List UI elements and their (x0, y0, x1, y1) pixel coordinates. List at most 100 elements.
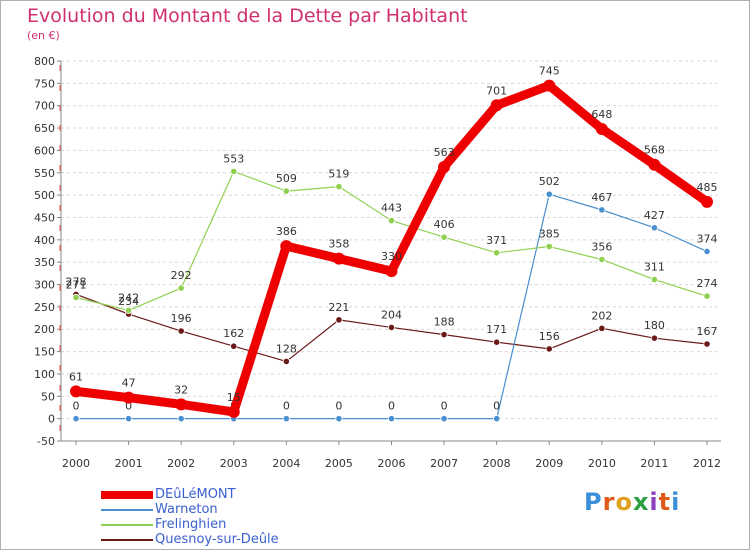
data-label-quesnoy-sur-de-le: 221 (328, 301, 349, 314)
x-tick-label: 2003 (220, 457, 248, 470)
legend-item-warneton: Warneton (101, 501, 279, 517)
data-label-frelinghien: 385 (539, 228, 560, 241)
data-point-de-l-mont (648, 158, 661, 171)
data-label-warneton: 0 (73, 400, 80, 413)
data-label-de-l-mont: 61 (69, 370, 83, 383)
data-point-de-l-mont (122, 391, 135, 404)
y-tick-label: 200 (34, 323, 55, 336)
x-tick-label: 2007 (430, 457, 458, 470)
legend-label: Warneton (155, 502, 218, 517)
y-tick-label: 450 (34, 211, 55, 224)
data-label-de-l-mont: 745 (539, 65, 560, 78)
data-point-quesnoy-sur-de-le (703, 340, 711, 348)
data-label-de-l-mont: 563 (434, 146, 455, 159)
y-tick-label: 700 (34, 100, 55, 113)
data-label-warneton: 0 (335, 400, 342, 413)
y-tick-label: 650 (34, 122, 55, 135)
data-label-de-l-mont: 15 (227, 391, 241, 404)
series-line-frelinghien (75, 170, 708, 312)
data-label-frelinghien: 274 (697, 277, 718, 290)
data-label-quesnoy-sur-de-le: 167 (697, 325, 718, 338)
y-tick-label: 550 (34, 167, 55, 180)
data-point-quesnoy-sur-de-le (335, 316, 343, 324)
legend-label: DEûLéMONT (155, 487, 236, 502)
y-tick-label: -50 (37, 435, 55, 448)
data-point-warneton (282, 415, 290, 423)
data-label-frelinghien: 356 (591, 240, 612, 253)
data-point-quesnoy-sur-de-le (493, 338, 501, 346)
data-point-warneton (72, 415, 80, 423)
data-label-de-l-mont: 32 (174, 383, 188, 396)
y-tick-label: 300 (34, 279, 55, 292)
data-point-de-l-mont (227, 405, 240, 418)
data-label-frelinghien: 443 (381, 202, 402, 215)
x-tick-label: 2005 (325, 457, 353, 470)
data-label-quesnoy-sur-de-le: 234 (118, 295, 139, 308)
data-point-frelinghien (282, 187, 290, 195)
data-label-de-l-mont: 648 (591, 108, 612, 121)
data-label-frelinghien: 406 (434, 218, 455, 231)
data-point-quesnoy-sur-de-le (598, 324, 606, 332)
data-point-de-l-mont (701, 195, 713, 208)
y-tick-label: 100 (34, 368, 55, 381)
data-point-de-l-mont (543, 79, 556, 92)
logo-letter: r (602, 488, 616, 516)
data-label-frelinghien: 271 (66, 278, 87, 291)
data-point-frelinghien (72, 293, 80, 302)
y-tick-label: 250 (34, 301, 55, 314)
data-point-quesnoy-sur-de-le (282, 357, 290, 366)
x-tick-label: 2012 (693, 457, 721, 470)
x-tick-label: 2002 (167, 457, 195, 470)
data-label-de-l-mont: 701 (486, 84, 507, 97)
data-point-warneton (177, 415, 185, 423)
data-label-frelinghien: 292 (171, 269, 192, 282)
x-tick-label: 2001 (115, 457, 143, 470)
data-label-quesnoy-sur-de-le: 171 (486, 323, 507, 336)
data-point-de-l-mont (332, 252, 345, 265)
data-label-warneton: 467 (591, 191, 612, 204)
data-point-warneton (124, 415, 133, 423)
legend-item-de-l-mont: DEûLéMONT (101, 486, 279, 502)
data-label-warneton: 0 (493, 400, 500, 413)
data-label-quesnoy-sur-de-le: 204 (381, 308, 402, 321)
y-tick-label: 400 (34, 234, 55, 247)
y-tick-label: 150 (34, 346, 55, 359)
legend-label: Quesnoy-sur-Deûle (155, 532, 279, 547)
data-point-quesnoy-sur-de-le (230, 342, 238, 350)
legend: DEûLéMONT Warneton Frelinghien Quesnoy-sur-… (101, 486, 279, 547)
data-label-frelinghien: 519 (328, 168, 349, 181)
data-label-de-l-mont: 47 (122, 377, 136, 390)
data-point-warneton (703, 247, 711, 256)
data-point-de-l-mont (280, 240, 293, 253)
data-label-de-l-mont: 568 (644, 144, 665, 157)
x-tick-label: 2004 (272, 457, 300, 470)
x-tick-label: 2006 (378, 457, 406, 470)
data-label-de-l-mont: 386 (276, 225, 297, 238)
legend-swatch (101, 523, 153, 526)
legend-item-quesnoy-sur-de-le: Quesnoy-sur-Deûle (101, 531, 279, 547)
data-label-quesnoy-sur-de-le: 278 (66, 275, 87, 288)
data-point-frelinghien (493, 249, 501, 257)
data-point-frelinghien (703, 292, 711, 300)
series-line-de-l-mont (71, 81, 712, 417)
x-tick-label: 2011 (640, 457, 668, 470)
legend-swatch (101, 508, 153, 511)
data-point-warneton (598, 206, 606, 214)
y-tick-label: 0 (48, 413, 55, 426)
data-label-quesnoy-sur-de-le: 188 (434, 316, 455, 329)
data-label-warneton: 427 (644, 209, 665, 222)
data-point-warneton (440, 415, 448, 423)
data-point-warneton (493, 415, 501, 423)
data-point-frelinghien (230, 167, 238, 176)
data-label-quesnoy-sur-de-le: 156 (539, 330, 560, 343)
data-point-quesnoy-sur-de-le (177, 327, 185, 335)
logo-letter: x (632, 488, 650, 516)
data-point-warneton (650, 224, 659, 232)
proxiti-logo: Proxiti (584, 488, 680, 516)
chart-unit: (en €) (27, 29, 60, 42)
legend-swatch (101, 538, 153, 541)
logo-letter: o (615, 488, 633, 516)
data-point-frelinghien (545, 242, 553, 251)
data-label-frelinghien: 553 (223, 152, 244, 165)
